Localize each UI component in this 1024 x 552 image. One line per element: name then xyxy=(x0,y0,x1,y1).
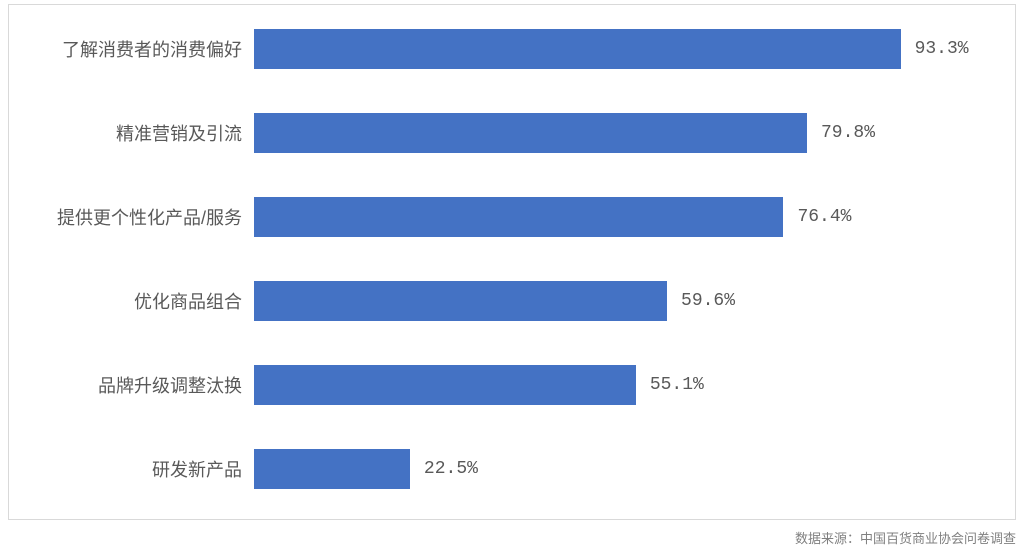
value-label: 79.8% xyxy=(821,123,875,143)
bar-track: 79.8% xyxy=(254,113,1015,153)
bar-track: 22.5% xyxy=(254,449,1015,489)
category-label: 提供更个性化产品/服务 xyxy=(9,204,254,230)
bar-track: 93.3% xyxy=(254,29,1015,69)
category-label: 品牌升级调整汰换 xyxy=(9,372,254,398)
value-label: 55.1% xyxy=(650,375,704,395)
bar-row: 了解消费者的消费偏好 93.3% xyxy=(9,29,1015,69)
value-label: 93.3% xyxy=(915,39,969,59)
bar-track: 59.6% xyxy=(254,281,1015,321)
bar-row: 优化商品组合 59.6% xyxy=(9,281,1015,321)
category-label: 优化商品组合 xyxy=(9,288,254,314)
category-label: 了解消费者的消费偏好 xyxy=(9,36,254,62)
value-label: 76.4% xyxy=(797,207,851,227)
bar xyxy=(254,197,783,237)
bar-row: 提供更个性化产品/服务 76.4% xyxy=(9,197,1015,237)
chart-frame: 了解消费者的消费偏好 93.3% 精准营销及引流 79.8% 提供更个性化产品/… xyxy=(8,4,1016,520)
bar-row: 研发新产品 22.5% xyxy=(9,449,1015,489)
bar-track: 76.4% xyxy=(254,197,1015,237)
plot-area: 了解消费者的消费偏好 93.3% 精准营销及引流 79.8% 提供更个性化产品/… xyxy=(9,5,1015,519)
bar-row: 精准营销及引流 79.8% xyxy=(9,113,1015,153)
bar xyxy=(254,113,807,153)
category-label: 研发新产品 xyxy=(9,456,254,482)
value-label: 22.5% xyxy=(424,459,478,479)
category-label: 精准营销及引流 xyxy=(9,120,254,146)
data-source-text: 数据来源：中国百货商业协会问卷调查 xyxy=(795,528,1016,547)
bar xyxy=(254,281,667,321)
bar xyxy=(254,29,901,69)
bar-row: 品牌升级调整汰换 55.1% xyxy=(9,365,1015,405)
value-label: 59.6% xyxy=(681,291,735,311)
bar-track: 55.1% xyxy=(254,365,1015,405)
bar xyxy=(254,449,410,489)
bar xyxy=(254,365,636,405)
